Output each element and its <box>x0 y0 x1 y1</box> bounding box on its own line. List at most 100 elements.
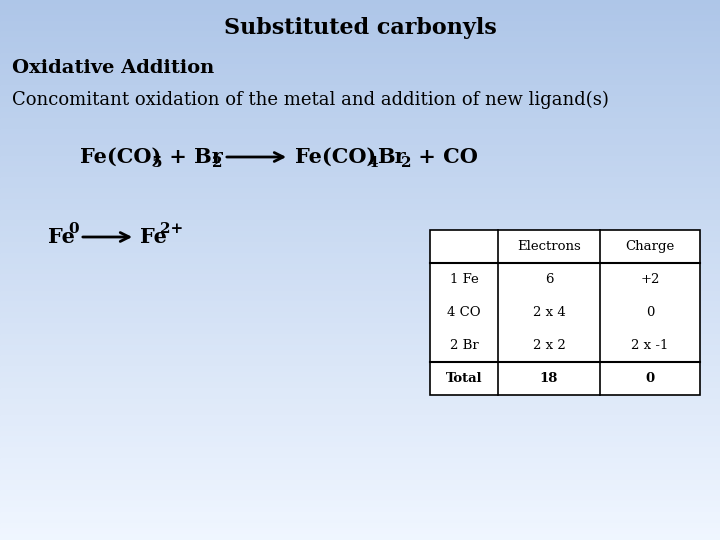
Bar <box>0 253 720 259</box>
Bar <box>0 21 720 27</box>
Bar <box>0 307 720 313</box>
Bar <box>0 345 720 351</box>
Bar <box>0 48 720 54</box>
Bar <box>0 323 720 329</box>
Bar <box>0 301 720 308</box>
Bar <box>0 0 720 5</box>
Bar <box>0 285 720 292</box>
Bar <box>0 220 720 227</box>
Bar <box>0 161 720 167</box>
Bar <box>0 501 720 508</box>
Bar <box>0 350 720 356</box>
Text: 2+: 2+ <box>160 222 184 236</box>
Bar <box>0 453 720 459</box>
Bar <box>0 210 720 216</box>
Text: 0: 0 <box>68 222 78 236</box>
Text: 2 Br: 2 Br <box>449 339 478 352</box>
Bar <box>0 507 720 513</box>
Bar <box>0 10 720 16</box>
Bar <box>0 377 720 383</box>
Text: Electrons: Electrons <box>517 240 581 253</box>
Text: Substituted carbonyls: Substituted carbonyls <box>224 17 496 39</box>
Bar <box>0 193 720 200</box>
Bar <box>0 42 720 49</box>
Bar <box>0 102 720 108</box>
Bar <box>0 91 720 97</box>
Bar <box>0 420 720 427</box>
Text: 2: 2 <box>401 156 412 170</box>
Bar <box>0 447 720 454</box>
Bar <box>0 237 720 243</box>
Bar <box>0 150 720 157</box>
Text: + Br: + Br <box>162 147 222 167</box>
Bar <box>0 166 720 173</box>
Bar <box>0 134 720 140</box>
Bar <box>0 172 720 178</box>
Bar <box>0 517 720 524</box>
Text: 2 x 2: 2 x 2 <box>533 339 565 352</box>
Bar <box>0 145 720 151</box>
Text: Oxidative Addition: Oxidative Addition <box>12 59 215 77</box>
Bar <box>0 177 720 184</box>
Bar <box>0 355 720 362</box>
Bar <box>0 318 720 324</box>
Bar <box>0 512 720 518</box>
Bar <box>0 312 720 319</box>
Bar <box>0 37 720 43</box>
Text: 2: 2 <box>212 156 222 170</box>
Bar <box>0 399 720 405</box>
Bar <box>0 382 720 389</box>
Text: 2 x -1: 2 x -1 <box>631 339 669 352</box>
Bar <box>0 215 720 221</box>
Bar <box>0 339 720 346</box>
Bar <box>0 69 720 76</box>
Bar <box>0 112 720 119</box>
Bar <box>0 426 720 432</box>
Bar <box>0 4 720 11</box>
Bar <box>0 485 720 491</box>
Bar <box>0 85 720 92</box>
Text: +2: +2 <box>640 273 660 286</box>
Text: Br: Br <box>377 147 405 167</box>
Bar <box>0 80 720 86</box>
Text: + CO: + CO <box>411 147 478 167</box>
Bar <box>430 230 700 395</box>
Bar <box>0 490 720 497</box>
Bar <box>0 75 720 81</box>
Bar <box>0 26 720 32</box>
Bar <box>0 247 720 254</box>
Text: 5: 5 <box>152 156 163 170</box>
Bar <box>0 31 720 38</box>
Text: 6: 6 <box>545 273 553 286</box>
Bar <box>0 280 720 286</box>
Bar <box>0 474 720 481</box>
Bar <box>0 496 720 502</box>
Bar <box>0 199 720 205</box>
Bar <box>0 269 720 275</box>
Bar <box>0 242 720 248</box>
Bar <box>0 291 720 297</box>
Bar <box>0 53 720 59</box>
Text: 4: 4 <box>367 156 377 170</box>
Text: Fe: Fe <box>48 227 75 247</box>
Text: 0: 0 <box>645 372 654 385</box>
Bar <box>0 64 720 70</box>
Bar <box>0 129 720 135</box>
Bar <box>0 523 720 529</box>
Bar <box>0 431 720 437</box>
Text: Fe(CO): Fe(CO) <box>295 147 377 167</box>
Bar <box>0 415 720 421</box>
Bar <box>0 469 720 475</box>
Text: 18: 18 <box>540 372 558 385</box>
Bar <box>0 480 720 486</box>
Bar <box>0 458 720 464</box>
Bar <box>0 328 720 335</box>
Bar <box>0 258 720 265</box>
Bar <box>0 15 720 22</box>
Bar <box>0 366 720 373</box>
Bar <box>0 296 720 302</box>
Bar <box>0 96 720 103</box>
Bar <box>0 139 720 146</box>
Bar <box>0 264 720 270</box>
Bar <box>0 436 720 443</box>
